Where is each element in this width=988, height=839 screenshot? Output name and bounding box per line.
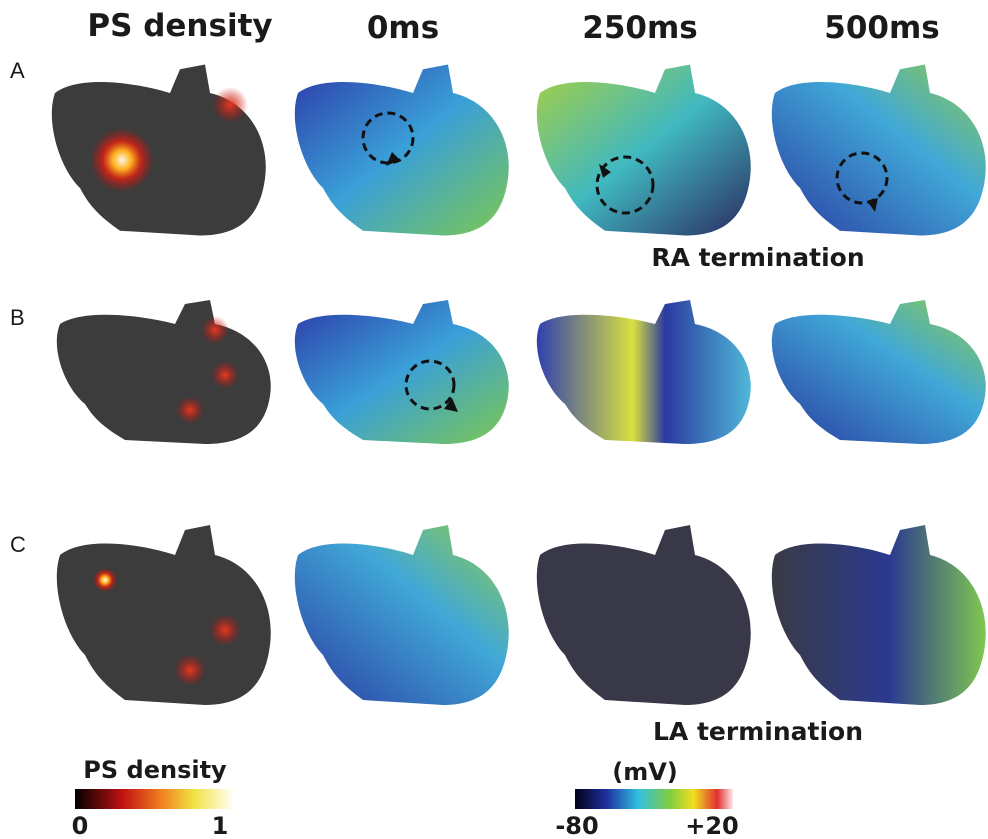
colorbar-label: +20 (685, 812, 739, 839)
panel (295, 300, 509, 444)
column-header: 500ms (824, 10, 939, 46)
panel (772, 525, 986, 705)
column-header: 0ms (367, 10, 439, 46)
column-header: PS density (87, 8, 272, 44)
colorbar-label: -80 (555, 812, 598, 839)
panel (57, 300, 271, 444)
row-label: A (10, 58, 25, 83)
colorbar-label: 1 (212, 812, 229, 839)
panel (295, 525, 509, 705)
colorbar (575, 789, 733, 809)
panel (537, 300, 751, 444)
row-label: B (10, 305, 25, 330)
colorbar-title: (mV) (612, 758, 678, 786)
panel (57, 525, 271, 705)
panel (295, 64, 509, 235)
panel (52, 64, 266, 235)
colorbar-title: PS density (83, 756, 227, 784)
column-header: 250ms (582, 10, 697, 46)
annotation: RA termination (651, 243, 864, 272)
colorbar-label: 0 (72, 812, 89, 839)
panel (537, 525, 751, 705)
colorbar (75, 789, 232, 809)
panel (772, 300, 986, 444)
annotation: LA termination (653, 717, 863, 746)
row-label: C (10, 532, 26, 557)
panel (537, 64, 751, 235)
panel (772, 64, 986, 235)
figure: PS density 0ms 250ms 500ms A B C RA term… (0, 0, 988, 839)
